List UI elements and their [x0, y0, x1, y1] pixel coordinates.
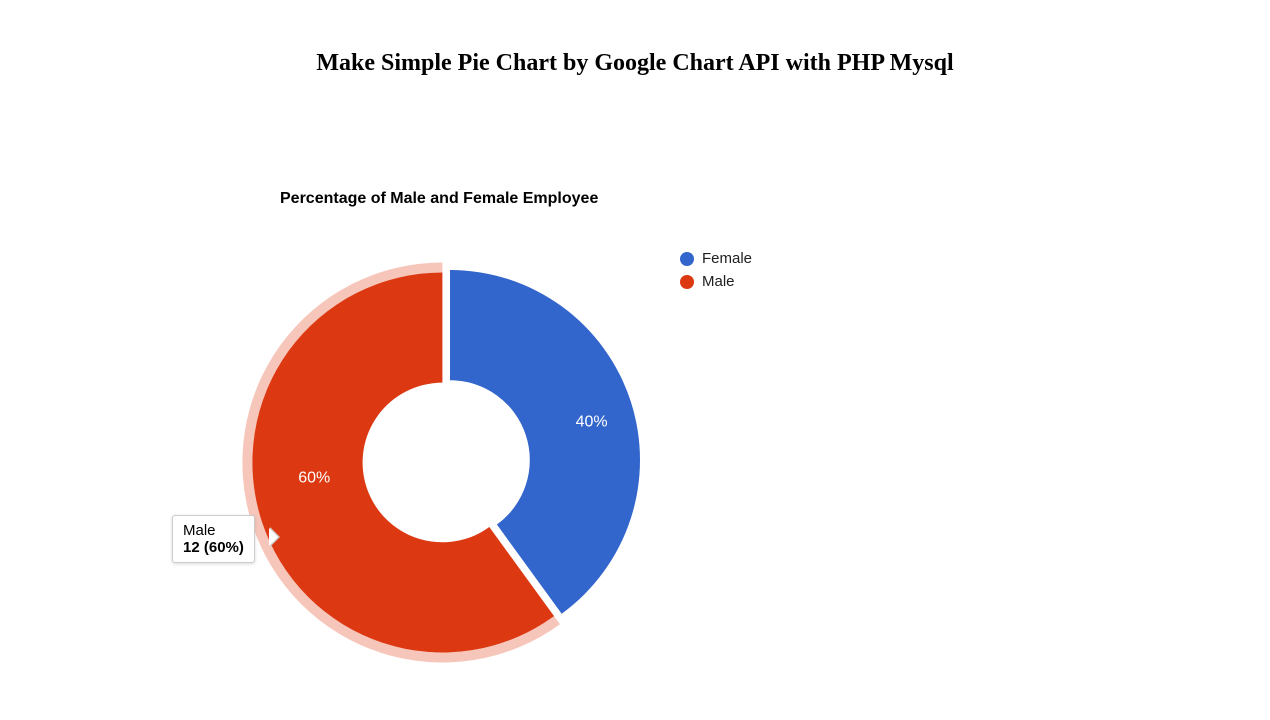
tooltip-value: 12 (60%)	[183, 539, 244, 556]
legend-label: Female	[702, 250, 752, 267]
tooltip-title: Male	[183, 522, 244, 539]
legend-dot-icon	[680, 275, 694, 289]
legend-dot-icon	[680, 252, 694, 266]
chart-legend: Female Male	[680, 250, 752, 296]
slice-label: 40%	[576, 413, 608, 430]
legend-label: Male	[702, 273, 735, 290]
chart-title: Percentage of Male and Female Employee	[280, 190, 598, 208]
tooltip-pointer-icon	[269, 528, 278, 546]
donut-svg: 40% 60%	[230, 220, 670, 710]
page-title: Make Simple Pie Chart by Google Chart AP…	[0, 50, 1270, 77]
legend-item-female[interactable]: Female	[680, 250, 752, 267]
chart-tooltip: Male 12 (60%)	[172, 515, 255, 563]
legend-item-male[interactable]: Male	[680, 273, 752, 290]
slice-label: 60%	[298, 470, 330, 487]
